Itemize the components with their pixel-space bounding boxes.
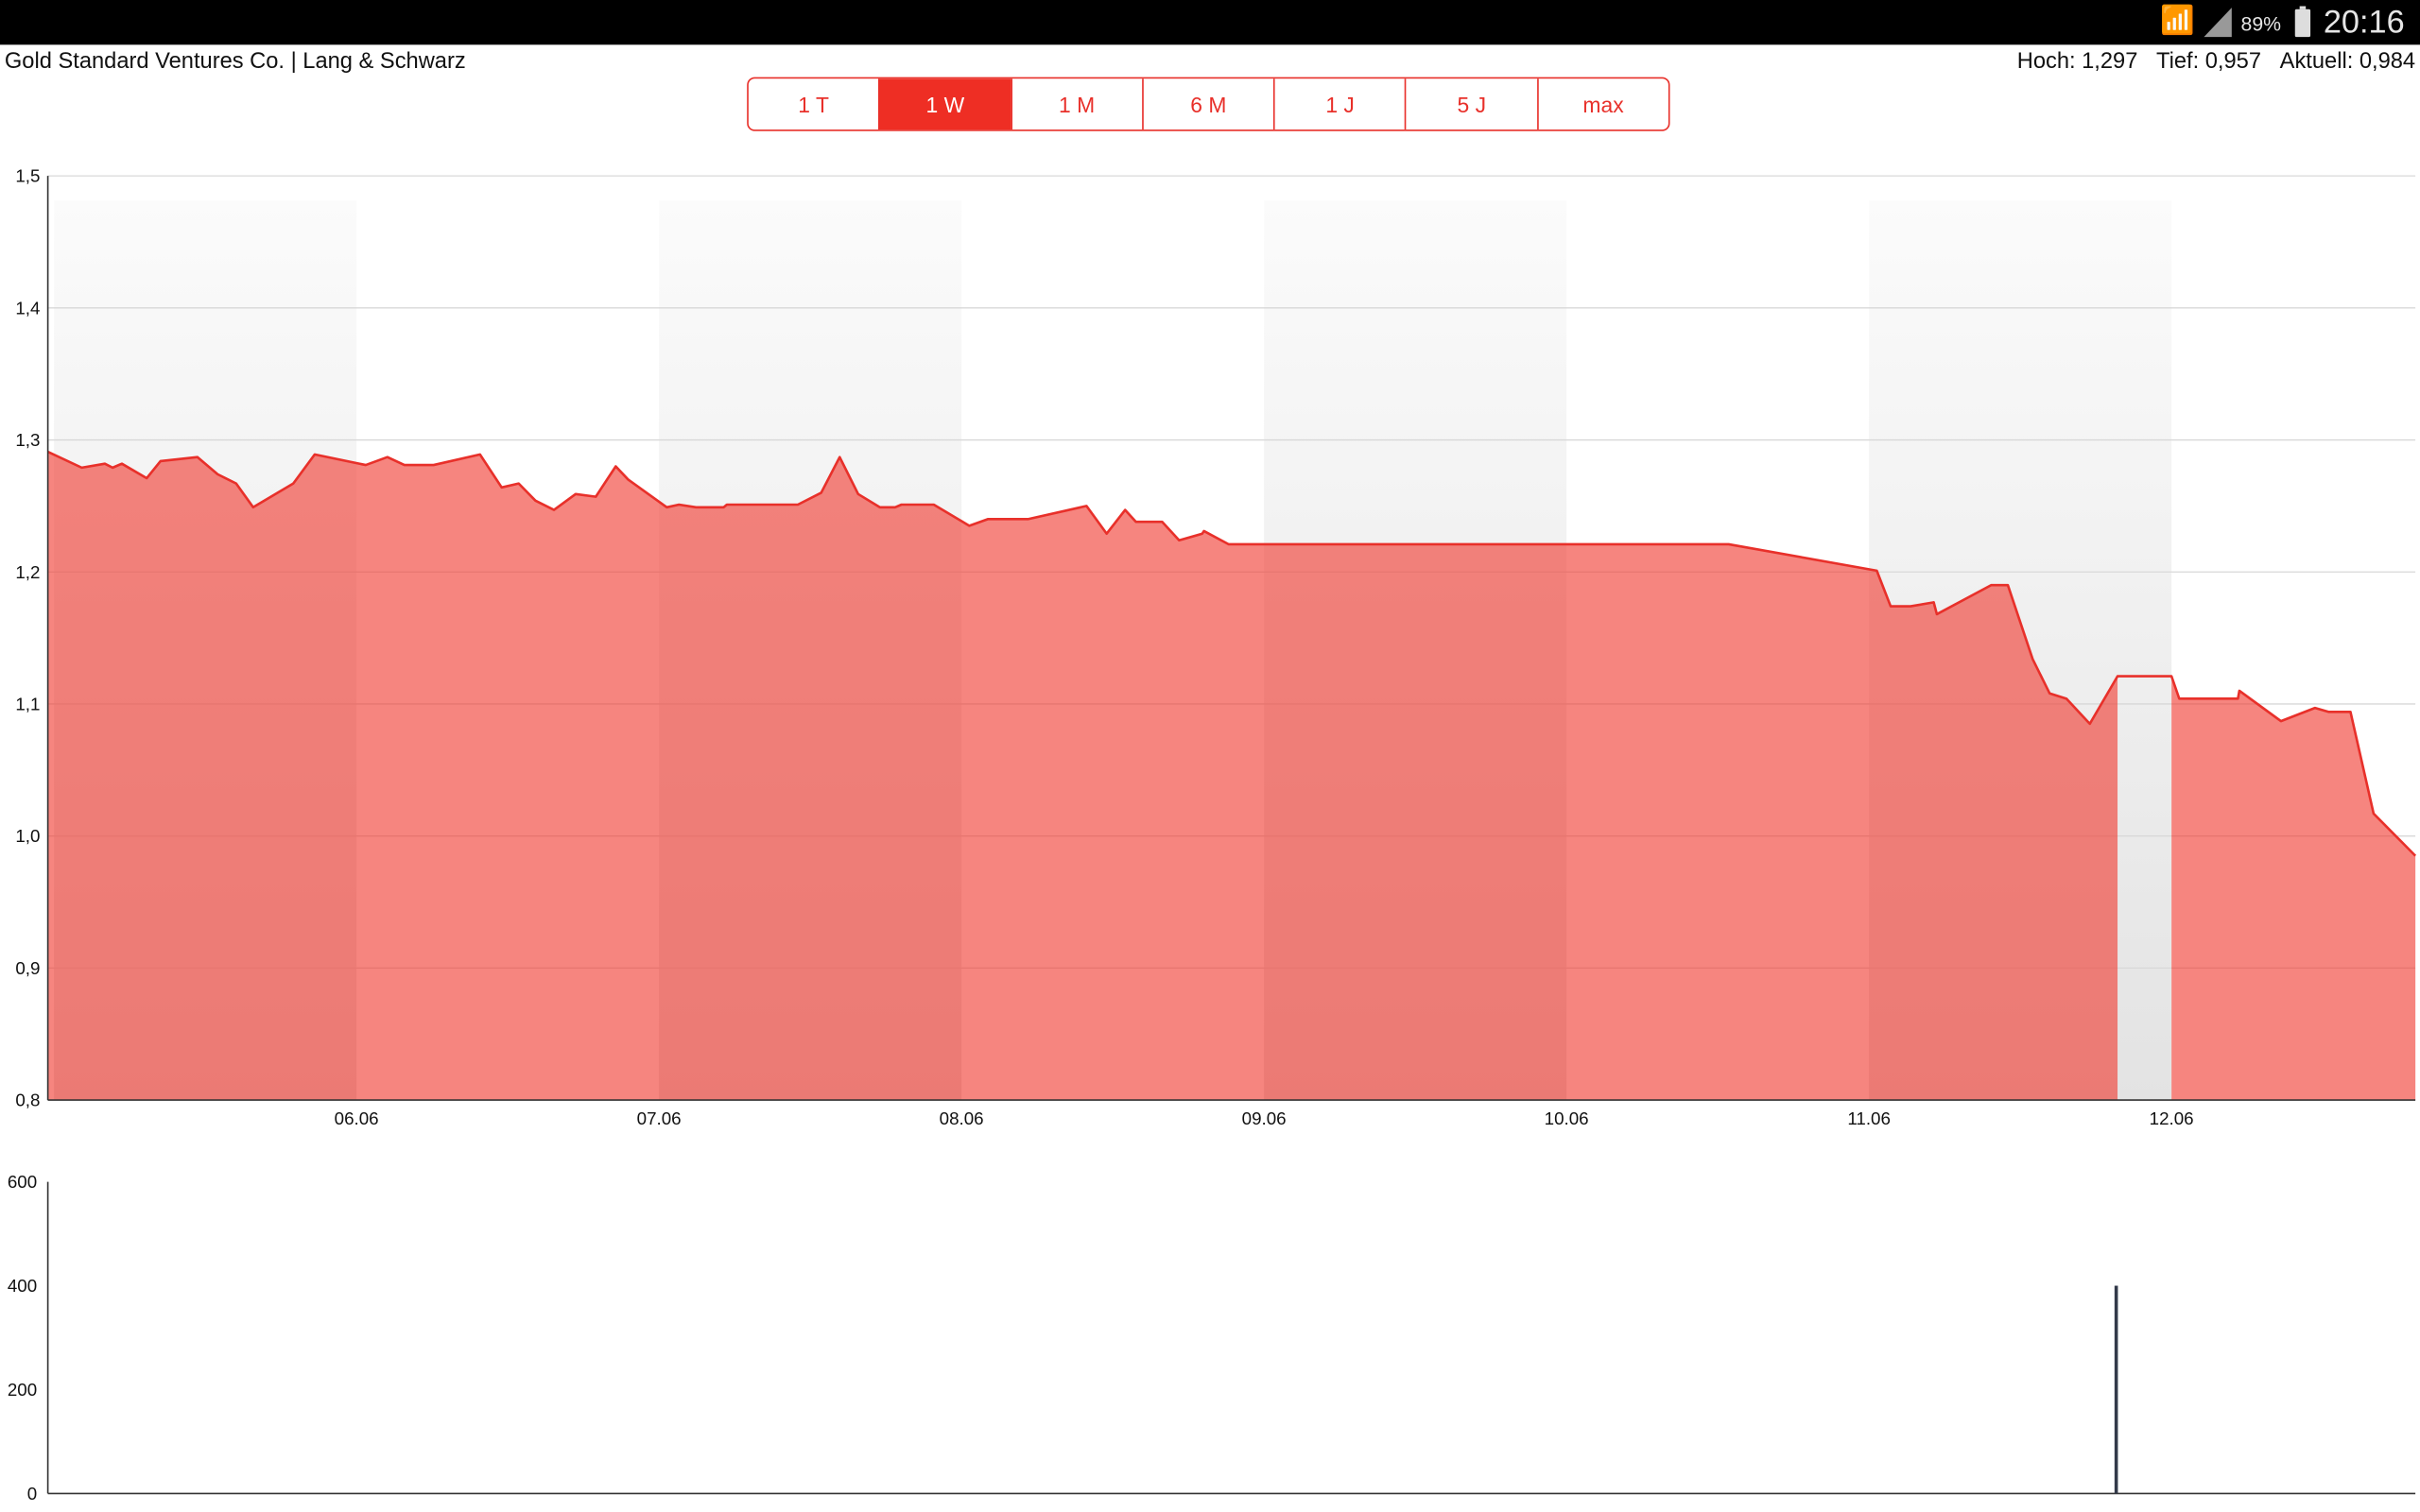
battery-percent: 89%	[2240, 12, 2282, 36]
price-area	[47, 452, 2118, 1101]
y-tick-label: 1,5	[15, 166, 40, 186]
y-tick-label: 0,9	[15, 958, 40, 978]
current-value: 0,984	[2359, 49, 2416, 75]
x-tick-label: 08.06	[940, 1108, 984, 1128]
y-tick-label: 1,2	[15, 562, 40, 582]
clock: 20:16	[2323, 4, 2405, 41]
x-tick-label: 07.06	[637, 1108, 682, 1128]
volume-y-tick-label: 200	[8, 1380, 37, 1400]
instrument-title: Gold Standard Ventures Co. | Lang & Schw…	[4, 49, 466, 75]
range-button-max[interactable]: max	[1536, 78, 1668, 130]
x-tick-label: 10.06	[1545, 1108, 1589, 1128]
y-tick-label: 1,1	[15, 694, 40, 713]
wifi-icon: 📶	[2160, 4, 2195, 36]
x-tick-label: 11.06	[1847, 1108, 1891, 1128]
price-line	[47, 450, 2417, 857]
low-label: Tief:	[2156, 49, 2200, 75]
status-bar: 📶 89% 20:16	[0, 0, 2420, 45]
current-label: Aktuell:	[2279, 49, 2354, 75]
range-button-1t[interactable]: 1 T	[798, 92, 829, 117]
signal-icon	[2204, 8, 2232, 38]
range-button-1m[interactable]: 1 M	[1010, 78, 1142, 130]
y-tick-label: 1,3	[15, 430, 40, 450]
price-area	[2171, 676, 2416, 1101]
x-tick-label: 09.06	[1242, 1108, 1287, 1128]
high-label: Hoch:	[2016, 49, 2076, 75]
volume-y-tick-label: 600	[8, 1172, 37, 1192]
low-value: 0,957	[2204, 49, 2262, 75]
high-value: 1,297	[2082, 49, 2138, 75]
y-tick-label: 1,4	[15, 298, 40, 318]
volume-y-tick-label: 0	[27, 1484, 37, 1503]
y-tick-label: 1,0	[15, 826, 40, 846]
y-tick-label: 0,8	[15, 1091, 40, 1110]
x-tick-label: 06.06	[335, 1108, 379, 1128]
x-tick-label: 12.06	[2150, 1108, 2194, 1128]
volume-y-tick-label: 400	[8, 1276, 37, 1296]
range-button-6m[interactable]: 6 M	[1141, 78, 1273, 130]
range-button-5j[interactable]: 5 J	[1405, 78, 1536, 130]
range-button-1w[interactable]: 1 W	[878, 78, 1011, 130]
volume-bar	[2114, 1285, 2118, 1494]
price-stats: Hoch: 1,297 Tief: 0,957 Aktuell: 0,984	[2008, 49, 2415, 74]
range-button-1j[interactable]: 1 J	[1273, 78, 1405, 130]
battery-icon	[2294, 6, 2311, 38]
